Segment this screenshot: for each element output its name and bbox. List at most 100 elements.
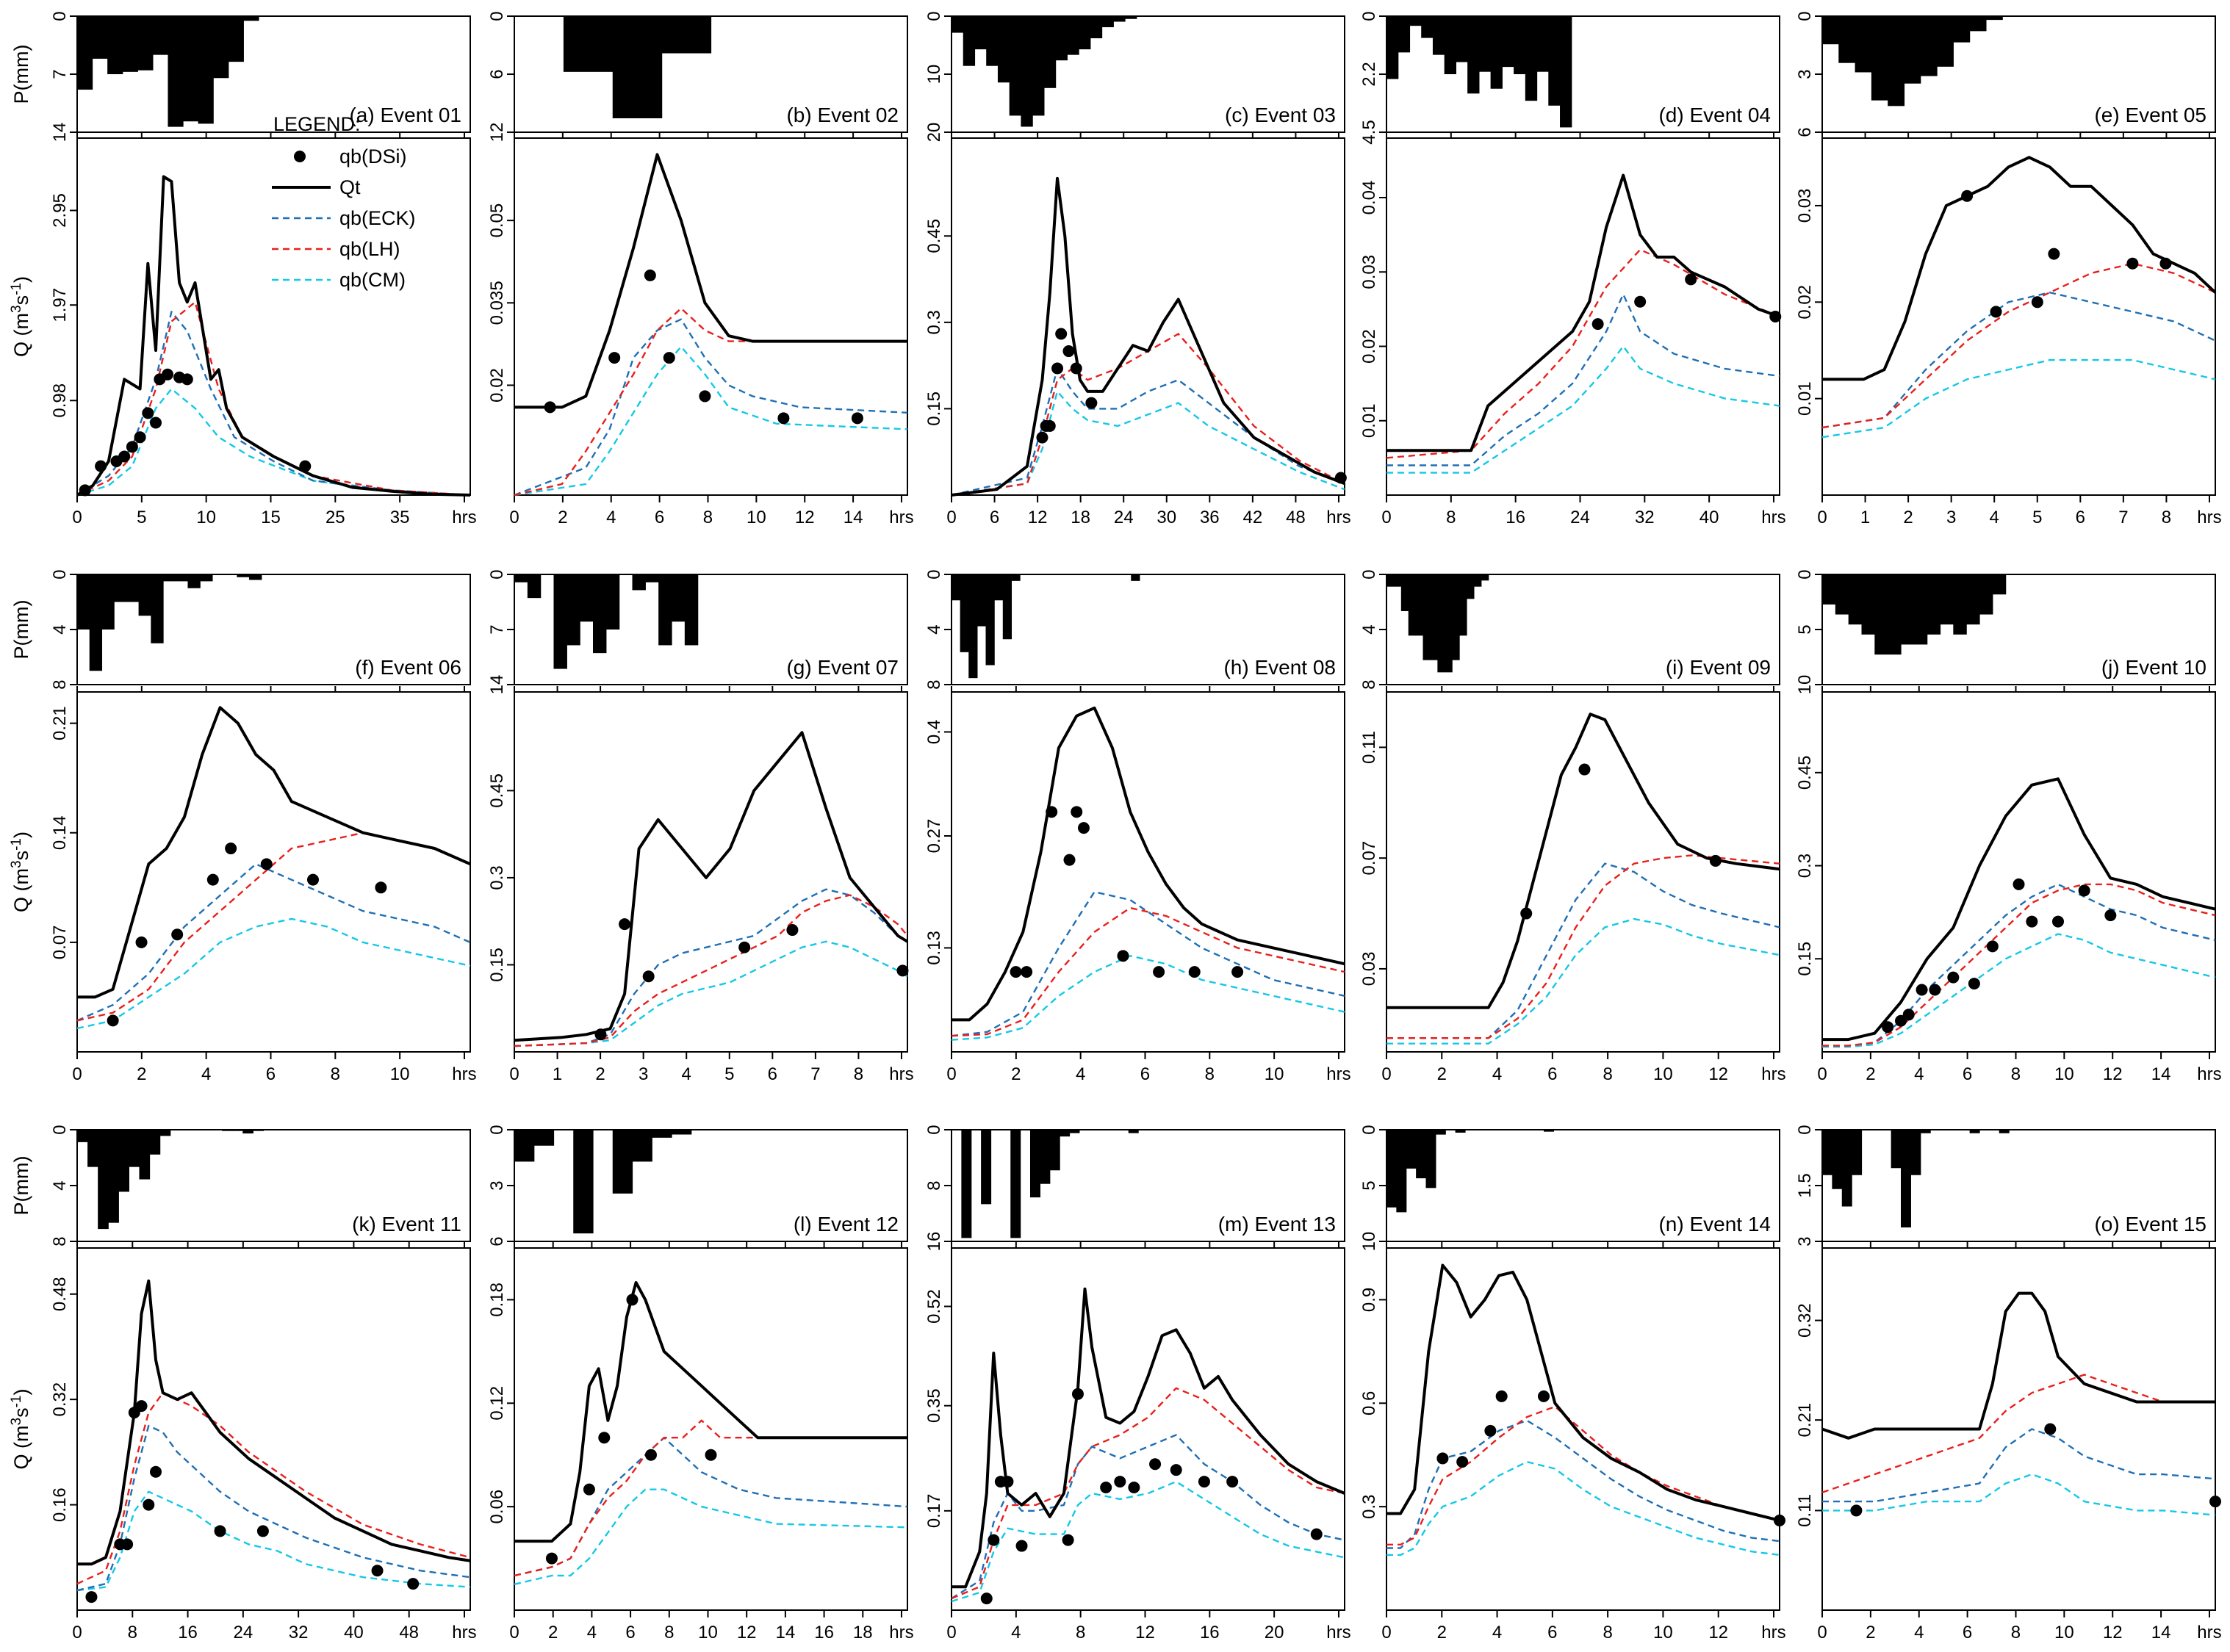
point-qb-dsi bbox=[1062, 1534, 1074, 1546]
point-qb-dsi bbox=[626, 1294, 639, 1306]
flow-tick-label: 0.07 bbox=[50, 926, 70, 960]
precip-bar bbox=[1920, 1130, 1931, 1133]
panel-title: (j) Event 10 bbox=[2101, 656, 2206, 679]
panel-l: 0 3 6 (l) Event 12 0.06 0.12 0.18 0 2 4 6 8 10 12 14 16… bbox=[487, 1125, 914, 1642]
x-tick-label: 10 bbox=[2054, 1064, 2074, 1084]
point-qb-dsi bbox=[699, 390, 711, 403]
x-tick-label: 7 bbox=[2118, 508, 2128, 527]
x-tick-label: hrs bbox=[2197, 1064, 2221, 1084]
point-qb-dsi bbox=[1947, 971, 1960, 984]
point-qb-dsi bbox=[1085, 397, 1098, 409]
precip-bar bbox=[1398, 16, 1411, 53]
x-tick-label: 4 bbox=[1076, 1064, 1085, 1084]
panel-title: (g) Event 07 bbox=[786, 656, 899, 679]
x-tick-label: 6 bbox=[1963, 1623, 1972, 1642]
flow-plot: 0.17 0.35 0.52 0 4 8 12 16 20 hrs bbox=[924, 1242, 1351, 1642]
precip-plot: 0 3 6 (l) Event 12 bbox=[487, 1125, 908, 1247]
precip-bar bbox=[129, 1130, 140, 1167]
precip-bar bbox=[1445, 574, 1453, 673]
flow-plot: 0.15 0.3 0.45 0 6 12 18 24 30 36 42 48 hrs bbox=[924, 132, 1351, 527]
point-qb-dsi bbox=[1063, 854, 1076, 866]
precip-bar bbox=[1009, 16, 1022, 116]
x-tick-label: 10 bbox=[698, 1623, 718, 1642]
flow-tick-label: 0.15 bbox=[487, 948, 507, 982]
flow-plot: 0.03 0.07 0.11 0 2 4 6 8 10 12 hrs bbox=[1359, 686, 1786, 1084]
x-tick-label: 0 bbox=[509, 508, 519, 527]
series-qt bbox=[1386, 1263, 1780, 1522]
x-tick-label: 0 bbox=[1381, 1064, 1391, 1084]
precip-bar bbox=[159, 1130, 171, 1136]
precip-bar bbox=[1125, 16, 1137, 19]
precip-tick-label: 0 bbox=[1795, 11, 1815, 21]
point-qb-dsi bbox=[2126, 257, 2139, 270]
point-qb-dsi bbox=[206, 873, 219, 886]
flow-tick-label: 0.21 bbox=[1795, 1403, 1815, 1438]
precip-bar bbox=[242, 1130, 253, 1134]
precip-bar bbox=[985, 574, 995, 666]
precip-tick-label: 0 bbox=[1359, 569, 1379, 579]
x-tick-label: 18 bbox=[1071, 508, 1090, 527]
precip-bar bbox=[187, 574, 201, 588]
point-qb-dsi bbox=[2044, 1423, 2057, 1435]
point-qb-dsi bbox=[598, 1432, 611, 1444]
point-qb-dsi bbox=[1015, 1540, 1028, 1552]
x-tick-label: 6 bbox=[2076, 508, 2085, 527]
precip-bar bbox=[1060, 1130, 1071, 1137]
panel-n: 0 5 10 (n) Event 14 0.3 0.6 0.9 0 2 4 6 8 10 12 hrs bbox=[1359, 1125, 1786, 1642]
point-qb-dsi bbox=[663, 352, 675, 364]
x-tick-label: hrs bbox=[889, 1064, 913, 1084]
flow-tick-label: 0.3 bbox=[924, 310, 944, 334]
x-tick-label: 8 bbox=[1076, 1623, 1085, 1642]
x-tick-label: hrs bbox=[1326, 508, 1350, 527]
x-tick-label: 35 bbox=[390, 508, 410, 527]
point-qb-dsi bbox=[1578, 763, 1591, 776]
point-qb-dsi bbox=[2026, 915, 2038, 928]
x-tick-label: 0 bbox=[1817, 1064, 1827, 1084]
precip-tick-label: 1.5 bbox=[1795, 1173, 1815, 1197]
precip-bar bbox=[1467, 16, 1480, 94]
point-qb-dsi bbox=[2013, 878, 2025, 890]
panel-j: 0 5 10 (j) Event 10 0.15 0.3 0.45 0 2 4 6 8 10 12 14 hr… bbox=[1795, 569, 2222, 1084]
flow-tick-label: 0.18 bbox=[487, 1283, 507, 1317]
x-tick-label: 12 bbox=[737, 1623, 757, 1642]
series-qb-eck bbox=[1386, 862, 1780, 1039]
flow-tick-label: 0.32 bbox=[1795, 1303, 1815, 1338]
precip-bar bbox=[1422, 574, 1431, 660]
point-qb-dsi bbox=[142, 407, 154, 419]
precip-bar bbox=[1478, 16, 1492, 72]
point-qb-dsi bbox=[134, 431, 146, 444]
flow-frame bbox=[1386, 691, 1780, 1053]
series-qt bbox=[952, 1287, 1345, 1589]
x-tick-label: hrs bbox=[452, 1064, 476, 1084]
flow-tick-label: 0.11 bbox=[1795, 1494, 1815, 1527]
flow-tick-label: 0.32 bbox=[50, 1382, 70, 1417]
precip-bar bbox=[1891, 1130, 1902, 1169]
precip-bar bbox=[87, 1130, 98, 1167]
x-tick-label: 4 bbox=[682, 1064, 691, 1084]
flow-y-label-part: Q (m bbox=[10, 868, 32, 912]
precip-bar bbox=[963, 16, 976, 66]
precip-tick-label: 0 bbox=[924, 11, 944, 21]
flow-y-label-part: 3 bbox=[9, 305, 24, 313]
precip-bar bbox=[1992, 574, 2007, 595]
x-tick-label: 10 bbox=[1653, 1623, 1673, 1642]
x-tick-label: 8 bbox=[331, 1064, 340, 1084]
precip-bar bbox=[1131, 574, 1140, 581]
panel-i: 0 4 8 (i) Event 09 0.03 0.07 0.11 0 2 4 6 8 10 12 hrs bbox=[1359, 569, 1786, 1084]
series-qt bbox=[514, 731, 909, 1042]
precip-bar bbox=[1888, 16, 1905, 107]
series-qb-lh bbox=[951, 1387, 1345, 1600]
precip-bar bbox=[243, 16, 259, 21]
x-tick-label: 24 bbox=[1114, 508, 1134, 527]
precip-bar bbox=[672, 574, 686, 622]
precip-bar bbox=[652, 1130, 672, 1138]
flow-y-label: Q (m3s-1) bbox=[9, 276, 32, 357]
point-qb-dsi bbox=[1591, 318, 1604, 331]
series-qt bbox=[77, 706, 471, 999]
point-qb-dsi bbox=[307, 873, 319, 886]
flow-frame bbox=[76, 691, 471, 1053]
x-tick-label: 18 bbox=[853, 1623, 873, 1642]
series-qb-eck bbox=[951, 891, 1345, 1037]
x-tick-label: 0 bbox=[72, 508, 82, 527]
series-qb-eck bbox=[514, 888, 908, 1047]
